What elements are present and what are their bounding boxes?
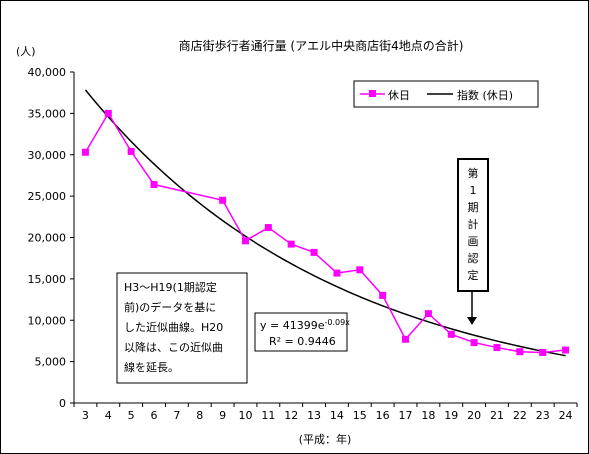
x-tick-label: 22 bbox=[513, 409, 527, 422]
x-tick-label: 24 bbox=[559, 409, 573, 422]
x-tick-label: 19 bbox=[444, 409, 458, 422]
y-axis-unit: (人) bbox=[16, 45, 36, 58]
data-point bbox=[81, 148, 89, 156]
note-line-1: H3～H19(1期認定 bbox=[124, 280, 217, 294]
note-box-rect bbox=[116, 272, 248, 384]
data-point bbox=[287, 240, 295, 248]
r-squared-text: R² = 0.9446 bbox=[269, 335, 336, 348]
x-tick-label: 20 bbox=[467, 409, 481, 422]
y-tick-label: 40,000 bbox=[28, 66, 67, 79]
y-tick-label: 35,000 bbox=[28, 107, 67, 120]
x-axis-label: (平成：年) bbox=[299, 432, 352, 446]
data-point bbox=[150, 181, 158, 189]
series-group bbox=[81, 109, 570, 357]
x-tick-label: 13 bbox=[307, 409, 321, 422]
plan-callout-char: 画 bbox=[468, 235, 479, 248]
data-point bbox=[516, 348, 524, 356]
data-point bbox=[127, 147, 135, 155]
data-point bbox=[219, 196, 227, 204]
plan-callout-arrow-head bbox=[467, 317, 477, 325]
data-point bbox=[470, 339, 478, 347]
y-tick-label: 5,000 bbox=[35, 356, 67, 369]
trend-line-group bbox=[84, 89, 566, 357]
y-tick-label: 0 bbox=[59, 397, 66, 410]
y-tick-label: 30,000 bbox=[28, 149, 67, 162]
x-tick-label: 18 bbox=[421, 409, 435, 422]
x-tick-label: 16 bbox=[376, 409, 390, 422]
y-tick-label: 15,000 bbox=[28, 273, 67, 286]
plan-callout-char: 期 bbox=[468, 201, 479, 214]
equation-box: y = 41399e-0.09x R² = 0.9446 bbox=[254, 312, 350, 352]
trend-line bbox=[84, 89, 566, 357]
plan-callout-box bbox=[457, 158, 489, 292]
x-tick-label: 5 bbox=[128, 409, 135, 422]
x-tick-label: 11 bbox=[261, 409, 275, 422]
plan-callout-char: 認 bbox=[468, 251, 479, 265]
x-tick-label: 14 bbox=[330, 409, 344, 422]
plan-callout-char: 1 bbox=[470, 184, 477, 197]
data-point bbox=[424, 310, 432, 318]
series-line-holiday bbox=[84, 111, 566, 354]
plan-callout-char: 第 bbox=[468, 166, 479, 180]
data-point bbox=[562, 346, 570, 354]
data-point bbox=[356, 266, 364, 274]
chart-title: 商店街歩行者通行量 (アエル中央商店街4地点の合計) bbox=[179, 38, 464, 53]
x-tick-label: 6 bbox=[151, 409, 158, 422]
data-point bbox=[241, 237, 249, 245]
data-point bbox=[104, 109, 112, 117]
x-tick-label: 8 bbox=[196, 409, 203, 422]
equation-exponent: -0.09x bbox=[324, 318, 350, 327]
x-tick-label: 7 bbox=[173, 409, 180, 422]
x-tick-label: 3 bbox=[82, 409, 89, 422]
plan-callout-char: 定 bbox=[468, 268, 479, 282]
data-point bbox=[379, 291, 387, 299]
x-tick-label: 12 bbox=[284, 409, 298, 422]
plan-callout-char: 計 bbox=[468, 217, 479, 231]
note-line-4: 以降は、この近似曲 bbox=[124, 340, 223, 354]
y-tick-label: 10,000 bbox=[28, 314, 67, 327]
data-point bbox=[539, 349, 547, 357]
equation-text: y = 41399e-0.09x bbox=[260, 318, 350, 332]
note-line-3: した近似曲線。H20 bbox=[124, 320, 223, 334]
data-point bbox=[402, 335, 410, 343]
y-axis-ticks: 0 5,000 10,000 15,000 20,000 25,000 30,000 35,0… bbox=[28, 66, 74, 410]
data-point bbox=[493, 344, 501, 352]
x-tick-label: 17 bbox=[399, 409, 413, 422]
legend-label-holiday: 休日 bbox=[388, 89, 410, 102]
y-tick-label: 20,000 bbox=[28, 232, 67, 245]
equation-box-rect bbox=[254, 312, 348, 352]
x-tick-label: 4 bbox=[105, 409, 112, 422]
data-point bbox=[333, 269, 341, 277]
x-tick-label: 15 bbox=[353, 409, 367, 422]
note-line-5: 線を延長。 bbox=[124, 360, 179, 374]
data-point bbox=[264, 224, 272, 232]
legend: 休日 指数 (休日) bbox=[353, 80, 539, 108]
x-tick-label: 9 bbox=[219, 409, 226, 422]
x-tick-label: 10 bbox=[238, 409, 252, 422]
legend-marker-holiday bbox=[369, 90, 376, 97]
note-box: H3～H19(1期認定 前)のデータを基に した近似曲線。H20 以降は、この近… bbox=[116, 272, 248, 384]
x-tick-label: 23 bbox=[536, 409, 550, 422]
y-tick-label: 25,000 bbox=[28, 190, 67, 203]
x-tick-label: 21 bbox=[490, 409, 504, 422]
data-point bbox=[310, 248, 318, 256]
legend-label-trend: 指数 (休日) bbox=[457, 88, 513, 102]
equation-prefix: y = 41399e bbox=[260, 319, 325, 332]
x-axis-ticks: 3 4 5 6 7 8 9 10 11 12 13 14 15 16 17 18 19 20 21 22 23 24 bbox=[73, 403, 578, 422]
data-point bbox=[447, 330, 455, 338]
note-line-2: 前)のデータを基に bbox=[124, 300, 216, 314]
